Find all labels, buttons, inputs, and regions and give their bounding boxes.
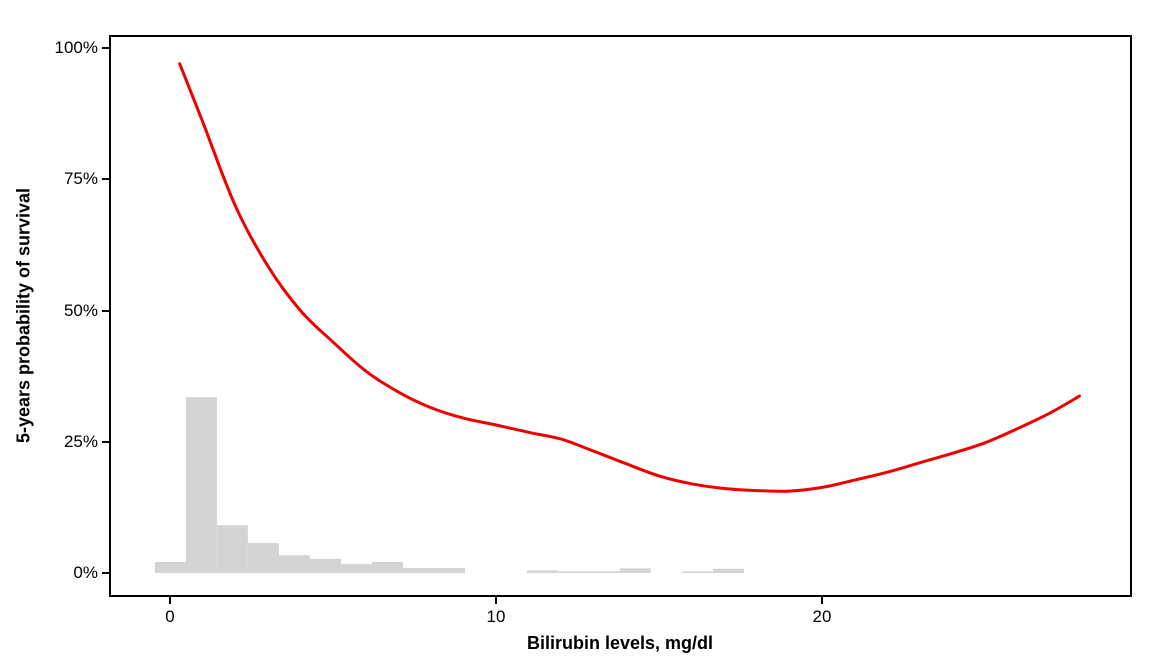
panel-border [109,35,1132,597]
y-tick-label: 25% [63,431,98,451]
histogram-bar [155,562,186,573]
histogram-bar [434,568,465,573]
histogram-bar [682,571,714,573]
y-tick-mark [102,572,109,574]
x-tick-mark [168,597,171,604]
histogram-bar [713,568,745,573]
y-tick-label: 100% [54,38,98,58]
x-tick-mark [494,597,497,604]
histogram-bar [403,568,435,573]
histogram-bar [247,543,279,573]
y-tick-mark [102,178,109,181]
histogram-bar [309,558,342,573]
histogram-bar [526,570,558,573]
histogram-bar [557,571,589,573]
x-tick-label: 10 [486,607,506,626]
histogram-bar [278,555,310,573]
x-tick-label: 0 [165,607,175,626]
plot-panel [109,35,1132,597]
y-axis-title: 5-years probability of survival [13,187,34,444]
histogram-bar [372,562,404,573]
y-tick-mark [102,309,109,312]
y-tick-label: 50% [63,300,98,320]
x-tick-mark [820,597,823,604]
y-tick-mark [102,440,109,443]
histogram-bar [216,525,248,573]
y-tick-label: 0% [73,563,98,582]
histogram-bar [185,397,217,573]
survival-curve [178,62,1081,493]
histogram-bars [155,397,745,573]
histogram-bar [588,571,620,573]
x-tick-label: 20 [812,607,832,626]
histogram-bar [341,564,373,573]
histogram-bar [619,568,651,573]
y-tick-mark [102,47,109,50]
y-tick-label: 75% [63,169,98,189]
x-axis-title: Bilirubin levels, mg/dl [526,633,714,653]
